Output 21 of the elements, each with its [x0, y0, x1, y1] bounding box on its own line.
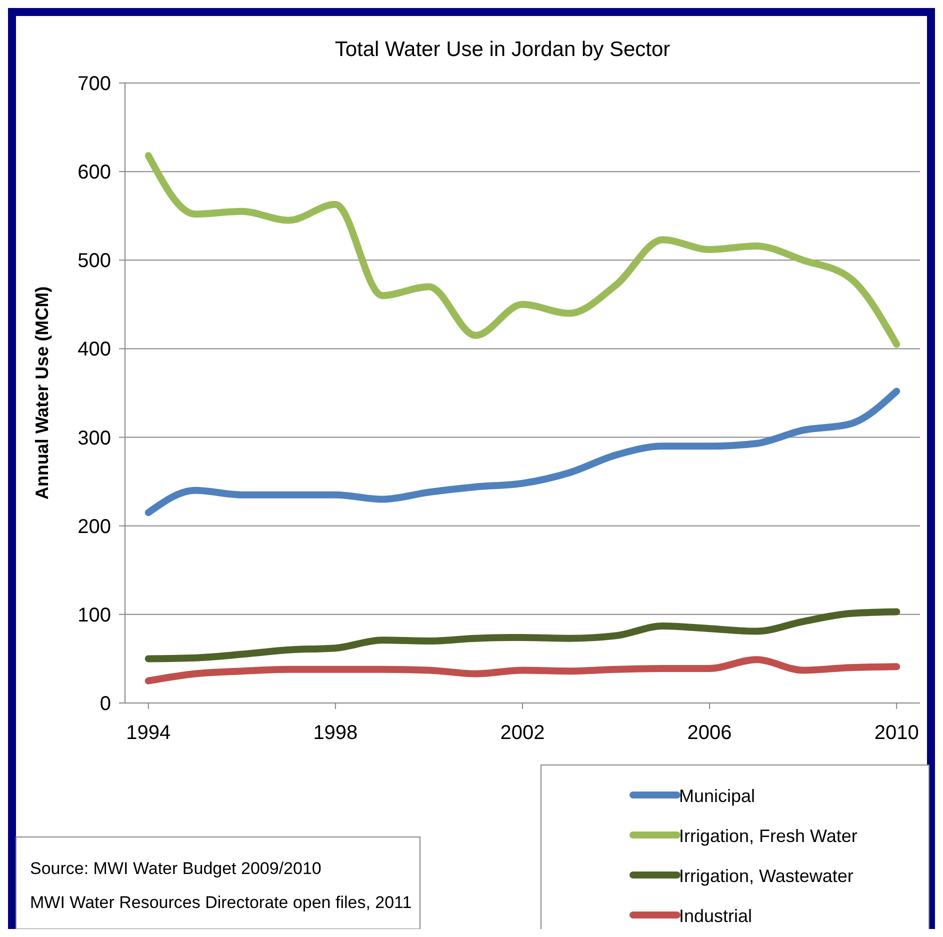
y-tick-label: 500: [78, 250, 111, 272]
y-tick-label: 0: [100, 693, 111, 715]
y-tick-label: 200: [78, 516, 111, 538]
y-tick-label: 300: [78, 427, 111, 450]
x-tick-label: 1998: [313, 722, 358, 744]
legend-label: Irrigation, Wastewater: [679, 866, 854, 886]
y-tick-label: 700: [78, 73, 111, 95]
y-tick-label: 100: [78, 604, 111, 626]
x-tick-label: 2006: [687, 722, 732, 744]
legend-label: Industrial: [679, 906, 752, 926]
source-note: Source: MWI Water Budget 2009/2010: [30, 859, 322, 878]
x-tick-label: 2002: [500, 722, 545, 744]
y-tick-label: 400: [78, 338, 111, 361]
text: MWI Water Resources Directorate open files, 2011: [30, 893, 412, 912]
x-tick-label: 2010: [874, 722, 919, 744]
chart-title: Total Water Use in Jordan by Sector: [334, 38, 670, 61]
y-tick-label: 600: [78, 162, 111, 184]
y-axis-title: Annual Water Use (MCM): [32, 286, 52, 500]
x-tick-label: 1994: [126, 722, 171, 744]
legend-label: Irrigation, Fresh Water: [679, 826, 858, 846]
legend-label: Municipal: [679, 786, 756, 806]
